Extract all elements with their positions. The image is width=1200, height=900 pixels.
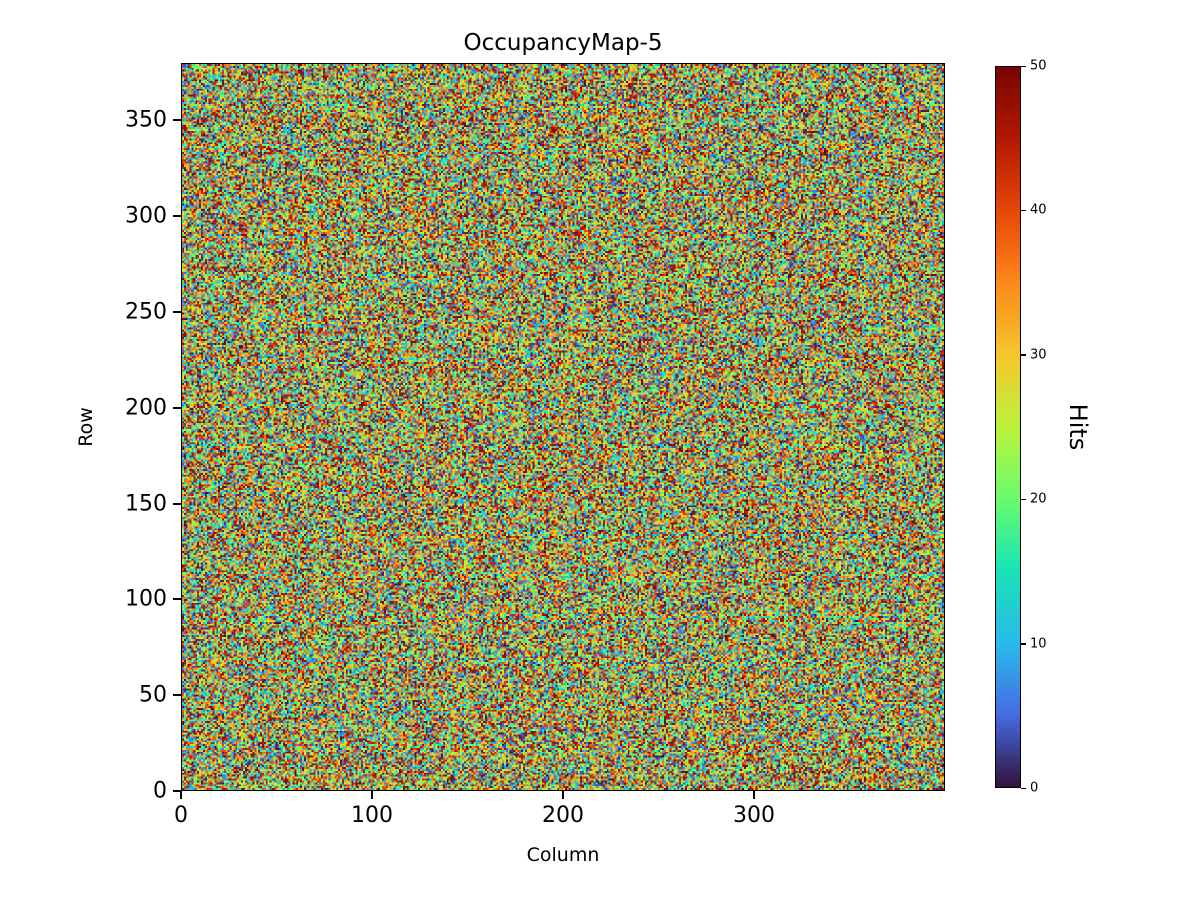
y-tick-label: 100 bbox=[125, 586, 167, 612]
chart-title: OccupancyMap-5 bbox=[463, 30, 663, 56]
y-tick-mark bbox=[173, 502, 181, 505]
colorbar-tick-mark bbox=[1021, 787, 1026, 789]
y-tick-mark bbox=[173, 694, 181, 697]
colorbar-tick-label: 30 bbox=[1030, 347, 1047, 363]
x-tick-mark bbox=[371, 791, 373, 799]
x-tick-mark bbox=[562, 791, 564, 799]
heatmap-canvas bbox=[182, 64, 944, 790]
colorbar-tick-label: 50 bbox=[1030, 58, 1047, 74]
x-tick-label: 100 bbox=[351, 803, 393, 828]
y-tick-mark bbox=[173, 790, 181, 792]
colorbar-tick-label: 40 bbox=[1030, 202, 1047, 218]
y-tick-mark bbox=[173, 119, 181, 122]
y-tick-label: 50 bbox=[139, 682, 167, 708]
y-tick-mark bbox=[173, 598, 181, 601]
x-tick-label: 0 bbox=[174, 803, 188, 828]
y-tick-label: 350 bbox=[125, 107, 167, 133]
y-tick-label: 250 bbox=[125, 299, 167, 325]
colorbar-tick-mark bbox=[1021, 65, 1026, 67]
heatmap-plot-area bbox=[181, 63, 945, 791]
y-tick-label: 0 bbox=[153, 778, 167, 804]
colorbar-tick-mark bbox=[1021, 498, 1026, 501]
colorbar-tick-label: 10 bbox=[1030, 636, 1047, 652]
colorbar-tick-label: 20 bbox=[1030, 491, 1047, 507]
y-tick-mark bbox=[173, 311, 181, 314]
y-tick-label: 300 bbox=[125, 203, 167, 229]
x-axis-label: Column bbox=[526, 844, 600, 866]
colorbar-tick-mark bbox=[1021, 354, 1026, 356]
y-tick-label: 150 bbox=[125, 491, 167, 517]
colorbar-tick-mark bbox=[1021, 209, 1026, 212]
x-tick-label: 300 bbox=[733, 803, 775, 828]
colorbar-tick-mark bbox=[1021, 643, 1026, 645]
y-tick-mark bbox=[173, 406, 181, 409]
colorbar-label: Hits bbox=[1064, 403, 1092, 451]
x-tick-mark bbox=[753, 791, 755, 799]
colorbar bbox=[995, 66, 1021, 788]
x-tick-mark bbox=[180, 791, 182, 799]
x-tick-label: 200 bbox=[542, 803, 584, 828]
y-tick-mark bbox=[173, 215, 181, 218]
colorbar-tick-label: 0 bbox=[1030, 780, 1039, 796]
y-tick-label: 200 bbox=[125, 395, 167, 421]
y-axis-label: Row bbox=[75, 407, 97, 447]
